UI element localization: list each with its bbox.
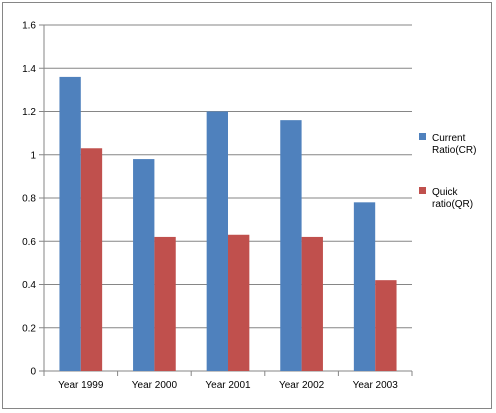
y-tick-label: 1.4	[22, 64, 36, 75]
x-category-label: Year 2001	[205, 380, 251, 391]
y-tick-label: 0	[30, 367, 36, 378]
y-tick-label: 0.4	[22, 280, 36, 291]
x-category-label: Year 2000	[132, 380, 178, 391]
bar-quick-ratio	[375, 280, 397, 371]
legend-swatch	[419, 133, 426, 140]
y-tick-label: 0.6	[22, 237, 36, 248]
bar-quick-ratio	[154, 236, 176, 371]
x-category-label: Year 1999	[58, 380, 104, 391]
bar-current-ratio	[133, 159, 155, 371]
x-category-label: Year 2003	[353, 380, 399, 391]
legend-label: Quick	[432, 187, 459, 198]
bar-current-ratio	[59, 76, 81, 372]
bar-quick-ratio	[228, 234, 250, 371]
y-tick-label: 0.8	[22, 194, 36, 205]
bar-quick-ratio	[301, 236, 323, 371]
y-tick-label: 1.6	[22, 21, 36, 32]
y-tick-label: 1	[30, 150, 36, 161]
y-tick-label: 0.2	[22, 323, 36, 334]
bar-current-ratio	[353, 202, 376, 371]
bar-quick-ratio	[80, 148, 103, 371]
legend-label: Current	[432, 133, 466, 144]
legend-label: Ratio(CR)	[432, 145, 476, 156]
x-category-label: Year 2002	[279, 380, 325, 391]
bar-current-ratio	[280, 120, 302, 372]
legend-label: ratio(QR)	[432, 199, 473, 210]
y-tick-label: 1.2	[22, 107, 36, 118]
bar-current-ratio	[206, 111, 228, 371]
legend-swatch	[419, 187, 426, 194]
